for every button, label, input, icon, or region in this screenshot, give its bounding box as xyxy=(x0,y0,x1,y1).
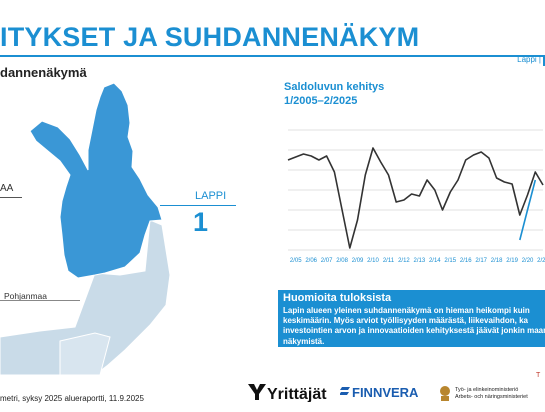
chart-title-line2: 1/2005–2/2025 xyxy=(284,95,358,107)
finnvera-logo-text: FINNVERA xyxy=(352,385,419,400)
region-map xyxy=(0,82,171,375)
map-label-pohjanmaa: Pohjanmaa xyxy=(4,291,48,301)
chart-x-tick-label: 2/06 xyxy=(305,258,317,264)
chart-x-tick-label: 2/05 xyxy=(290,258,302,264)
chart-series-line-0 xyxy=(287,147,544,249)
chart-x-tick-label: 2/08 xyxy=(336,258,348,264)
map-label-pohjanmaa-line xyxy=(0,300,80,301)
tem-logo-line1: Työ- ja elinkeinoministeriö xyxy=(455,387,518,393)
lappi-label: LAPPI xyxy=(195,190,227,202)
notes-title: Huomioita tuloksista xyxy=(283,292,392,304)
map-neighbor-region xyxy=(0,219,171,375)
chart-series-line-1 xyxy=(519,179,537,241)
chart-x-tick-label: 2/15 xyxy=(444,258,456,264)
lappi-leader-line xyxy=(160,205,236,206)
chart-x-tick-label: 2/21 xyxy=(537,258,545,264)
map-neighbor-region-2 xyxy=(59,332,111,375)
map-lappi-region xyxy=(29,82,163,279)
page-title: ITYKSET JA SUHDANNENÄKYMÄT xyxy=(0,22,420,52)
region-tag: Lappi | xyxy=(517,55,541,64)
tem-logo-line2: Arbets- och näringsministeriet xyxy=(455,394,528,400)
chart-x-tick-label: 2/07 xyxy=(321,258,333,264)
map-label-aa: AA xyxy=(0,183,14,194)
map-label-aa-line xyxy=(0,197,22,198)
chart-x-tick-label: 2/17 xyxy=(475,258,487,264)
footer-source: metri, syksy 2025 alueraportti, 11.9.202… xyxy=(0,394,144,403)
title-rule xyxy=(0,55,545,57)
chart-x-tick-label: 2/10 xyxy=(367,258,379,264)
chart-title: Saldoluvun kehitys 1/2005–2/2025 xyxy=(284,80,384,108)
chart-x-tick-label: 2/12 xyxy=(398,258,410,264)
tem-logo: Työ- ja elinkeinoministeriö Arbets- och … xyxy=(440,386,528,401)
chart-x-tick-label: 2/20 xyxy=(522,258,534,264)
chart-x-tick-label: 2/19 xyxy=(506,258,518,264)
chart-x-tick-label: 2/13 xyxy=(414,258,426,264)
section-heading: dannenäkymä xyxy=(0,65,87,80)
chart-x-tick-label: 2/14 xyxy=(429,258,441,264)
finnvera-logo: FINNVERA xyxy=(340,385,419,400)
notes-text: Lapin alueen yleinen suhdannenäkymä on h… xyxy=(283,306,545,346)
lappi-rank-value: 1 xyxy=(193,207,209,237)
yrittajat-logo-text: Yrittäjät xyxy=(267,386,327,402)
yrittajat-logo: Yrittäjät xyxy=(248,384,327,402)
chart-title-line1: Saldoluvun kehitys xyxy=(284,81,385,93)
chart-x-tick-label: 2/18 xyxy=(491,258,503,264)
region-tag-bar xyxy=(543,57,545,66)
chart-x-tick-label: 2/11 xyxy=(383,258,395,264)
chart-x-tick-label: 2/16 xyxy=(460,258,472,264)
notes-panel: Huomioita tuloksista Lapin alueen yleine… xyxy=(278,290,545,347)
saldoluku-line-chart: 2/05 2/06 2/07 2/08 2/09 2/10 2/11 2/12 2/13 2/14… xyxy=(287,129,545,264)
corner-mark: T xyxy=(536,372,541,379)
chart-x-tick-label: 2/09 xyxy=(352,258,364,264)
